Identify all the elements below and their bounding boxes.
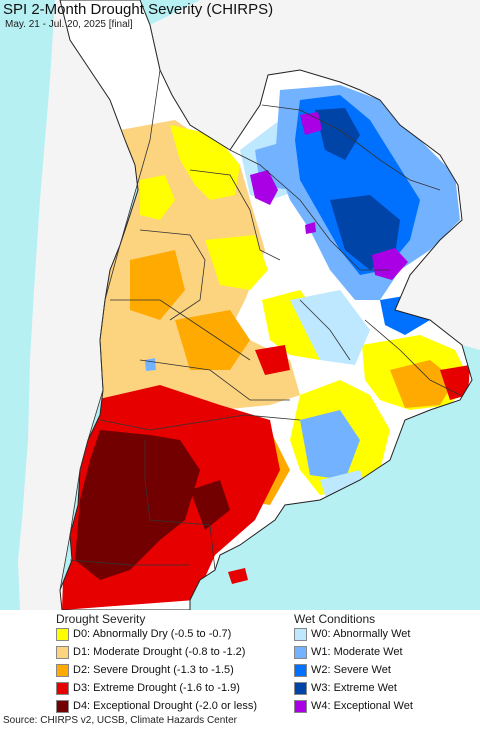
drought-map — [0, 0, 480, 610]
legend-label: W2: Severe Wet — [311, 664, 391, 676]
legend-swatch — [294, 645, 307, 659]
legend-swatch — [56, 645, 69, 659]
legend-swatch — [294, 663, 307, 677]
legend-swatch — [294, 627, 307, 641]
legend-swatch — [56, 681, 69, 695]
legend-label: D4: Exceptional Drought (-2.0 or less) — [73, 700, 258, 712]
legend-item-w1: W1: Moderate Wet — [294, 644, 403, 660]
legend-swatch — [294, 681, 307, 695]
western-land — [0, 0, 160, 610]
legend-swatch — [56, 663, 69, 677]
wet-legend-heading: Wet Conditions — [294, 612, 376, 626]
legend-label: D0: Abnormally Dry (-0.5 to -0.7) — [73, 628, 232, 640]
legend-label: D3: Extreme Drought (-1.6 to -1.9) — [73, 682, 240, 694]
legend-swatch — [56, 627, 69, 641]
legend-label: W1: Moderate Wet — [311, 646, 403, 658]
legend-label: D2: Severe Drought (-1.3 to -1.5) — [73, 664, 234, 676]
map-title: SPI 2-Month Drought Severity (CHIRPS) — [3, 1, 274, 18]
legend-label: W0: Abnormally Wet — [311, 628, 411, 640]
map-subtitle: May. 21 - Jul. 20, 2025 [final] — [5, 19, 133, 30]
legend-item-d3: D3: Extreme Drought (-1.6 to -1.9) — [56, 680, 240, 696]
drought-legend-heading: Drought Severity — [56, 612, 146, 626]
legend-label: W3: Extreme Wet — [311, 682, 397, 694]
legend-item-w2: W2: Severe Wet — [294, 662, 391, 678]
legend-label: D1: Moderate Drought (-0.8 to -1.2) — [73, 646, 246, 658]
legend-item-w4: W4: Exceptional Wet — [294, 698, 413, 714]
legend-item-w0: W0: Abnormally Wet — [294, 626, 410, 642]
drought-field — [60, 0, 472, 610]
legend-item-d4: D4: Exceptional Drought (-2.0 or less) — [56, 698, 257, 714]
legend-swatch — [294, 699, 307, 713]
legend-item-d2: D2: Severe Drought (-1.3 to -1.5) — [56, 662, 234, 678]
legend-item-d0: D0: Abnormally Dry (-0.5 to -0.7) — [56, 626, 231, 642]
borders — [59, 0, 473, 610]
island — [228, 568, 248, 584]
legend-item-d1: D1: Moderate Drought (-0.8 to -1.2) — [56, 644, 245, 660]
legend-item-w3: W3: Extreme Wet — [294, 680, 397, 696]
legend-label: W4: Exceptional Wet — [311, 700, 413, 712]
source-credit: Source: CHIRPS v2, UCSB, Climate Hazards… — [3, 715, 237, 726]
eastern-land — [150, 0, 480, 350]
legend-swatch — [56, 699, 69, 713]
